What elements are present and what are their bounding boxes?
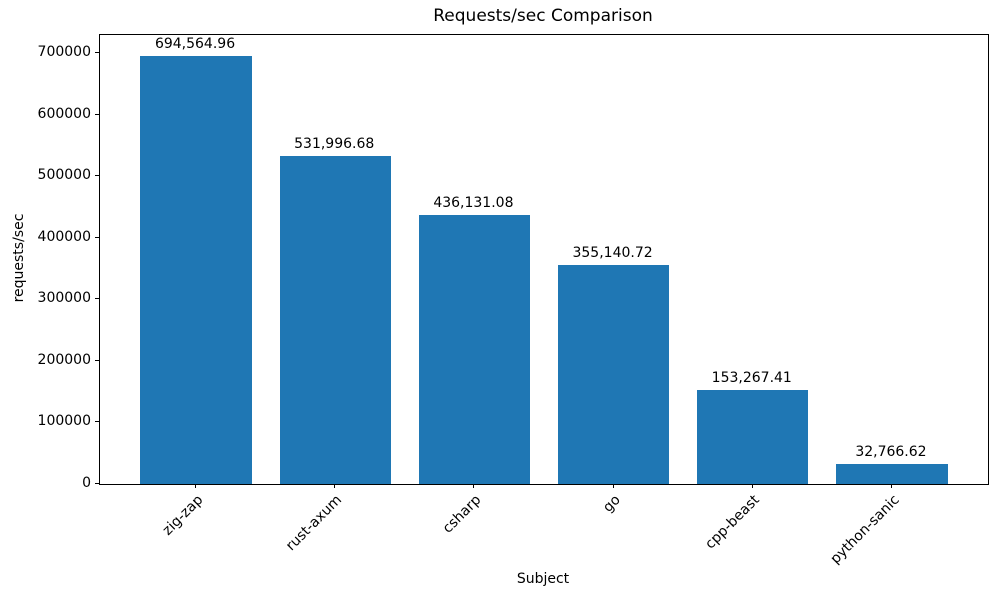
y-tick-label: 0 [82,475,91,491]
x-tick-mark [334,484,336,488]
y-tick-mark [95,175,99,177]
x-tick-mark [473,484,475,488]
bar-python-sanic [836,463,948,484]
y-tick-mark [95,359,99,361]
bar-go [557,265,670,484]
y-tick-mark [95,236,99,238]
y-tick-label: 100000 [37,413,91,430]
y-tick-label: 400000 [37,228,91,245]
bar-value-label: 355,140.72 [572,245,653,262]
x-tick-mark [890,484,892,488]
y-tick-mark [95,298,99,300]
chart-title: Requests/sec Comparison [433,6,653,26]
x-tick-label: go [600,492,624,516]
x-tick-mark [751,484,753,488]
x-tick-mark [612,484,614,488]
y-tick-mark [95,52,99,54]
plot-area [99,34,989,485]
bar-value-label: 694,564.96 [154,36,236,53]
bar-value-label: 531,996.68 [294,136,375,153]
y-tick-mark [95,421,99,423]
x-tick-label: csharp [440,492,485,537]
x-tick-label: zig-zap [159,492,207,539]
y-tick-label: 700000 [37,44,91,61]
bar-value-label: 32,766.62 [855,443,927,460]
bar-zig-zap [140,56,252,484]
y-tick-label: 500000 [37,167,91,184]
x-tick-label: python-sanic [827,492,903,568]
y-tick-mark [95,113,99,115]
y-tick-mark [95,483,99,484]
y-tick-label: 600000 [37,105,91,122]
bar-rust-axum [279,156,391,484]
bar-value-label: 436,131.08 [433,195,514,212]
y-tick-label: 200000 [37,351,91,368]
bar-cpp-beast [697,389,809,484]
x-tick-label: rust-axum [283,492,346,555]
bar-csharp [418,215,531,484]
x-axis-label: Subject [516,571,570,587]
y-tick-label: 300000 [37,290,91,307]
bar-value-label: 153,267.41 [711,369,792,386]
x-tick-mark [195,484,197,488]
x-tick-label: cpp-beast [702,492,764,553]
